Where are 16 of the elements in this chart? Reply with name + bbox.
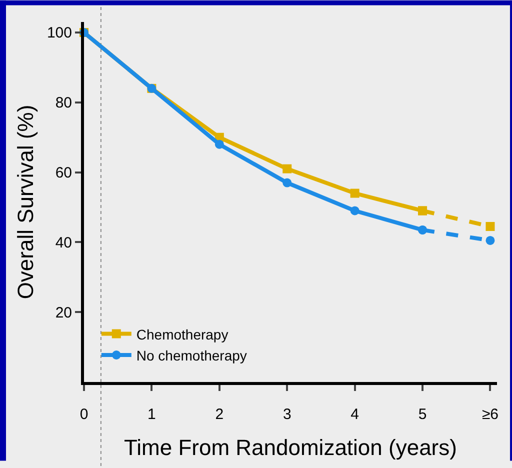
y-tick-label: 60 [55, 164, 72, 182]
x-tick-label: 2 [215, 406, 224, 423]
x-tick-label: 0 [80, 406, 88, 423]
y-tick-label: 100 [46, 24, 72, 42]
y-axis-title: Overall Survival (%) [12, 104, 38, 300]
x-tick-label: 3 [282, 406, 292, 423]
legend-label: No chemotherapy [136, 347, 247, 364]
y-tick-label: 80 [55, 94, 72, 112]
y-tick-label: 40 [55, 234, 72, 252]
legend-label: Chemotherapy [136, 326, 228, 342]
x-tick-label: 4 [350, 406, 359, 423]
x-tick-label: 5 [418, 406, 427, 423]
x-axis-title: Time From Randomization (years) [124, 434, 457, 460]
y-tick-label: 20 [55, 304, 72, 322]
x-tick-label: 1 [148, 406, 156, 423]
x-tick-label: ≥6 [482, 406, 499, 423]
